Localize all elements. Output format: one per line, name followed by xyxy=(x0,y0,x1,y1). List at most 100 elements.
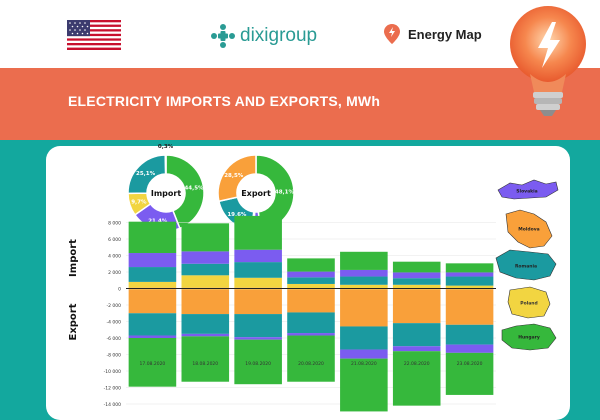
export-donut-label: 19,6% xyxy=(227,212,247,218)
import-bar-poland xyxy=(234,277,282,288)
export-bar-romania xyxy=(128,313,177,336)
import-bar-hungary xyxy=(340,251,388,270)
export-bar-slovakia xyxy=(234,337,282,340)
map-region-label: Moldova xyxy=(518,227,539,233)
import-bar-slovakia xyxy=(234,249,282,263)
export-bar-hungary xyxy=(181,336,230,382)
import-bar-slovakia xyxy=(392,272,441,279)
y-tick-label: -4 000 xyxy=(106,319,121,325)
export-bar-slovakia xyxy=(287,333,335,336)
export-bar-moldova xyxy=(445,289,494,325)
import-bar-poland xyxy=(128,281,177,288)
import-bar-slovakia xyxy=(287,271,335,278)
y-tick-label: -12 000 xyxy=(104,385,122,391)
export-bar-slovakia xyxy=(445,344,494,353)
header: dixigroup Energy Map xyxy=(0,0,600,68)
import-bar-hungary xyxy=(128,221,177,254)
import-bar-hungary xyxy=(445,263,494,273)
map-region-label: Slovakia xyxy=(516,189,537,195)
import-bar-poland xyxy=(340,284,388,289)
export-bar-romania xyxy=(181,314,230,334)
export-bar-moldova xyxy=(128,289,177,314)
map-pin-icon xyxy=(384,24,400,44)
export-bar-moldova xyxy=(234,289,282,315)
x-tick-label: 19.08.2020 xyxy=(245,361,271,367)
export-bar-romania xyxy=(392,323,441,347)
y-tick-label: 6 000 xyxy=(108,237,121,243)
y-tick-label: 0 xyxy=(118,286,121,292)
export-bar-slovakia xyxy=(340,349,388,359)
export-bar-hungary xyxy=(287,335,335,382)
y-tick-label: -14 000 xyxy=(104,402,122,408)
y-tick-label: 8 000 xyxy=(108,220,121,226)
export-bar-slovakia xyxy=(128,335,177,338)
map-region-label: Hungary xyxy=(518,335,540,341)
export-bar-hungary xyxy=(392,351,441,406)
import-bar-romania xyxy=(128,267,177,282)
export-bar-slovakia xyxy=(181,333,230,337)
dixigroup-logo[interactable]: dixigroup xyxy=(210,22,317,50)
import-bar-slovakia xyxy=(445,272,494,277)
import-bar-hungary xyxy=(287,258,335,272)
y-tick-label: -2 000 xyxy=(106,303,121,309)
x-tick-label: 23.08.2020 xyxy=(457,361,483,367)
import-bar-hungary xyxy=(392,261,441,273)
export-donut-slice xyxy=(217,154,257,203)
import-axis-label: Import xyxy=(68,239,79,277)
map-region-label: Poland xyxy=(520,301,537,307)
export-bar-moldova xyxy=(287,289,335,313)
import-bar-slovakia xyxy=(128,253,177,268)
logo-text: dixigroup xyxy=(240,25,318,46)
import-bar-poland xyxy=(287,283,335,289)
export-donut-label: 48,1% xyxy=(275,189,295,195)
page-title: ELECTRICITY IMPORTS AND EXPORTS, MWh xyxy=(68,93,381,109)
export-bar-romania xyxy=(340,326,388,350)
x-tick-label: 21.08.2020 xyxy=(351,361,377,367)
import-donut-label: 21,4% xyxy=(148,218,168,224)
map-region-slovakia xyxy=(497,179,559,200)
import-donut-title: Import xyxy=(151,189,181,198)
y-tick-label: 4 000 xyxy=(108,253,121,259)
energy-map-label: Energy Map xyxy=(408,26,482,42)
import-bar-poland xyxy=(181,275,230,288)
dixigroup-logo-icon xyxy=(211,24,235,48)
title-banner xyxy=(0,68,600,140)
export-bar-romania xyxy=(287,312,335,334)
import-bar-romania xyxy=(234,262,282,278)
import-bar-poland xyxy=(392,284,441,289)
import-bar-poland xyxy=(445,285,494,289)
export-bar-slovakia xyxy=(392,346,441,352)
import-bar-slovakia xyxy=(181,251,230,264)
us-flag-icon xyxy=(67,20,121,50)
export-bar-hungary xyxy=(445,352,494,395)
y-tick-label: -6 000 xyxy=(106,336,121,342)
map-region-moldova xyxy=(505,209,553,249)
map-region-hungary xyxy=(501,323,557,351)
import-bar-hungary xyxy=(181,223,230,252)
import-donut-slice xyxy=(164,154,167,175)
x-tick-label: 20.08.2020 xyxy=(298,361,324,367)
y-tick-label: 2 000 xyxy=(108,270,121,276)
energy-map-link[interactable]: Energy Map xyxy=(384,24,482,44)
y-tick-label: -10 000 xyxy=(104,369,122,375)
export-bar-hungary xyxy=(234,339,282,385)
import-donut-label: 9,7% xyxy=(131,200,147,206)
import-bar-hungary xyxy=(234,215,282,250)
export-bar-romania xyxy=(234,314,282,338)
x-tick-label: 18.08.2020 xyxy=(192,361,218,367)
import-donut-label: 0,3% xyxy=(158,144,174,150)
export-bar-moldova xyxy=(340,289,388,327)
import-bar-romania xyxy=(392,278,441,285)
import-bar-slovakia xyxy=(340,269,388,277)
import-bar-romania xyxy=(340,276,388,285)
map-region-label: Romania xyxy=(515,264,537,270)
export-bar-hungary xyxy=(128,338,177,387)
export-bar-romania xyxy=(445,324,494,345)
export-bar-moldova xyxy=(181,289,230,315)
import-bar-romania xyxy=(445,276,494,286)
import-donut-label: 44,5% xyxy=(184,186,204,192)
x-tick-label: 17.08.2020 xyxy=(140,361,166,367)
y-tick-label: -8 000 xyxy=(106,352,121,358)
export-donut-label: 28,5% xyxy=(224,173,244,179)
